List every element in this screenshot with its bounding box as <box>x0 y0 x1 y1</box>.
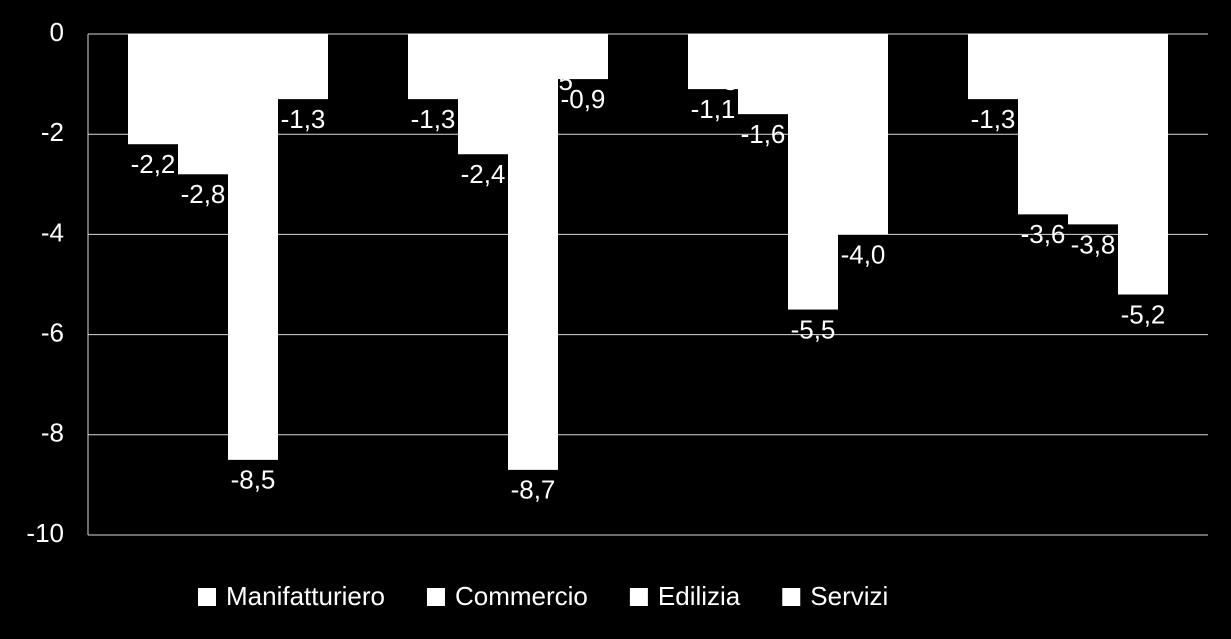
value-label: -1,3 <box>971 104 1016 134</box>
value-label: -3,6 <box>1021 219 1066 249</box>
bar <box>228 34 278 460</box>
bar <box>408 34 458 100</box>
value-label: -1,3 <box>411 104 456 134</box>
value-label: -8,5 <box>231 465 276 495</box>
bar <box>788 34 838 310</box>
value-label: -2,8 <box>181 179 226 209</box>
bar <box>458 34 508 155</box>
value-label: -2,2 <box>131 149 176 179</box>
value-label: -2,4 <box>461 159 506 189</box>
legend-label: Commercio <box>455 581 588 611</box>
legend-label: Servizi <box>810 581 888 611</box>
y-tick-label: -10 <box>26 518 64 548</box>
legend-swatch <box>426 588 445 606</box>
bar <box>1068 34 1118 225</box>
bar <box>178 34 228 175</box>
bar <box>688 34 738 90</box>
y-tick-label: 0 <box>50 17 64 47</box>
value-label: -3,8 <box>1071 229 1116 259</box>
bar <box>558 34 608 80</box>
value-label: -1,3 <box>281 104 326 134</box>
legend-swatch <box>629 588 648 606</box>
bar <box>1118 34 1168 295</box>
value-label: -5,2 <box>1121 299 1166 329</box>
y-tick-label: -4 <box>41 217 64 247</box>
legend-swatch <box>782 588 801 606</box>
value-label: -1,6 <box>741 119 786 149</box>
bar <box>968 34 1018 100</box>
legend-label: Edilizia <box>658 581 741 611</box>
value-label: -1,1 <box>691 94 736 124</box>
bar <box>128 34 178 145</box>
bar <box>838 34 888 235</box>
bar <box>278 34 328 100</box>
value-label: -0,9 <box>561 84 606 114</box>
y-tick-label: -2 <box>41 117 64 147</box>
bar <box>738 34 788 115</box>
bar <box>508 34 558 470</box>
legend-swatch <box>198 588 216 606</box>
legend-label: Manifatturiero <box>226 581 385 611</box>
value-label: -5,5 <box>791 314 836 344</box>
value-label: -8,7 <box>511 475 556 505</box>
value-label: -4,0 <box>841 239 886 269</box>
bar <box>1018 34 1068 215</box>
y-tick-label: -8 <box>41 418 64 448</box>
y-tick-label: -6 <box>41 317 64 347</box>
